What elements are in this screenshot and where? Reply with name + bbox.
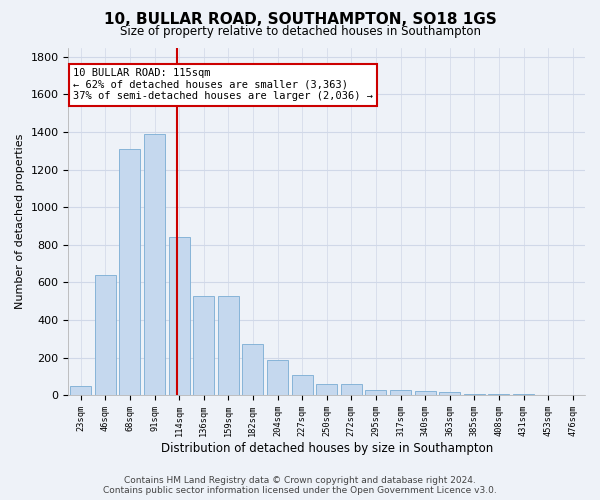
Text: 10 BULLAR ROAD: 115sqm
← 62% of detached houses are smaller (3,363)
37% of semi-: 10 BULLAR ROAD: 115sqm ← 62% of detached…: [73, 68, 373, 102]
Text: Contains HM Land Registry data © Crown copyright and database right 2024.
Contai: Contains HM Land Registry data © Crown c…: [103, 476, 497, 495]
Bar: [439, 392, 460, 395]
Bar: [267, 360, 288, 395]
Bar: [341, 384, 362, 395]
Text: Size of property relative to detached houses in Southampton: Size of property relative to detached ho…: [119, 25, 481, 38]
Bar: [292, 376, 313, 395]
Bar: [488, 394, 509, 395]
Bar: [70, 386, 91, 395]
Bar: [415, 390, 436, 395]
Bar: [95, 275, 116, 395]
X-axis label: Distribution of detached houses by size in Southampton: Distribution of detached houses by size …: [161, 442, 493, 455]
Bar: [169, 238, 190, 395]
Bar: [464, 394, 485, 395]
Bar: [390, 390, 411, 395]
Bar: [119, 149, 140, 395]
Y-axis label: Number of detached properties: Number of detached properties: [15, 134, 25, 309]
Bar: [513, 394, 534, 395]
Bar: [144, 134, 165, 395]
Text: 10, BULLAR ROAD, SOUTHAMPTON, SO18 1GS: 10, BULLAR ROAD, SOUTHAMPTON, SO18 1GS: [104, 12, 496, 28]
Bar: [365, 390, 386, 395]
Bar: [316, 384, 337, 395]
Bar: [242, 344, 263, 395]
Bar: [193, 296, 214, 395]
Bar: [218, 296, 239, 395]
